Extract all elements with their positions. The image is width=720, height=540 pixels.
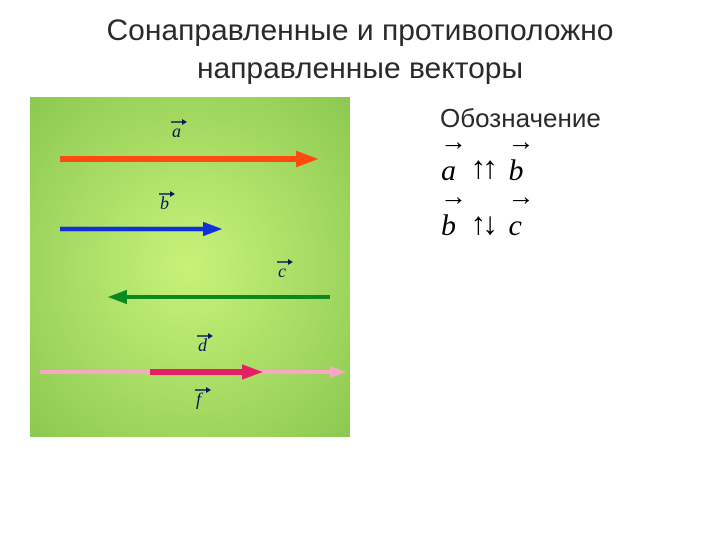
- vector-letter-b2: → b: [440, 211, 457, 241]
- svg-text:a: a: [172, 121, 181, 141]
- vector-diagram: abcfd: [30, 97, 350, 442]
- vector-letter-c: → c: [508, 211, 523, 241]
- svg-text:c: c: [278, 261, 286, 281]
- svg-text:d: d: [198, 335, 208, 355]
- vector-diagram-svg: abcfd: [30, 97, 350, 437]
- notation-heading: Обозначение: [440, 103, 700, 134]
- right-column: Обозначение → a ↑↑ → b → b: [350, 97, 700, 241]
- codirectional-symbol: ↑↑: [465, 152, 501, 184]
- vector-letter-c-text: c: [509, 209, 522, 242]
- slide: Сонаправленные и противоположно направле…: [0, 0, 720, 540]
- vector-letter-b2-text: b: [441, 209, 456, 242]
- notation-line-1: → a ↑↑ → b: [440, 152, 700, 186]
- opposite-direction-symbol: ↑↓: [465, 208, 501, 240]
- svg-text:b: b: [160, 193, 169, 213]
- notation-line-2: → b ↑↓ → c: [440, 208, 700, 242]
- notation-block: → a ↑↑ → b → b ↑↓ →: [440, 152, 700, 241]
- diagram-background: [30, 97, 350, 437]
- slide-title: Сонаправленные и противоположно направле…: [0, 0, 720, 87]
- content-area: abcfd Обозначение → a ↑↑ → b: [0, 87, 720, 442]
